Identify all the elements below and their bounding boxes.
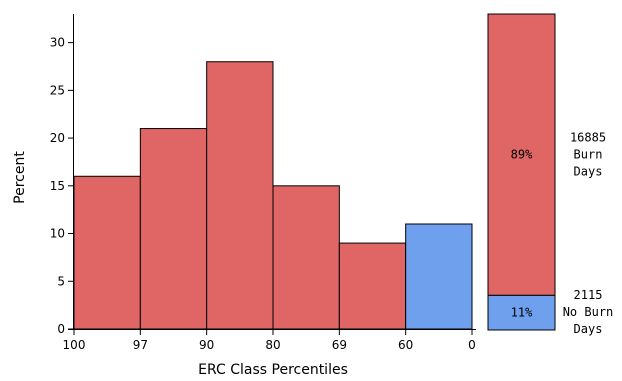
- x-tick-label-69: 69: [332, 338, 347, 352]
- y-tick-label-0: 0: [57, 322, 65, 336]
- y-axis-title: Percent: [12, 151, 28, 204]
- y-tick-label-25: 25: [50, 83, 65, 97]
- segment-percent-label-89: 89%: [511, 148, 533, 162]
- histogram-bar-97-90: [139, 128, 208, 330]
- segment-desc-11-0: No Burn: [563, 305, 614, 319]
- x-tick-label-60: 60: [398, 338, 413, 352]
- x-tick-label-0: 0: [468, 338, 476, 352]
- x-tick-label-100: 100: [63, 338, 86, 352]
- y-tick-label-20: 20: [50, 131, 65, 145]
- histogram-bar-80-69: [272, 185, 340, 330]
- y-tick-label-30: 30: [50, 36, 65, 50]
- segment-count-89: 16885: [570, 131, 606, 145]
- segment-desc-89-0: Burn: [574, 148, 603, 162]
- y-tick-label-10: 10: [50, 227, 65, 241]
- y-tick-label-5: 5: [57, 274, 65, 288]
- x-tick-label-80: 80: [265, 338, 280, 352]
- histogram-bar-90-80: [206, 61, 274, 330]
- segment-percent-label-11: 11%: [511, 306, 533, 320]
- stacked-segment-89-percent: [487, 13, 556, 296]
- segment-desc-89-1: Days: [574, 165, 603, 179]
- segment-count-11: 2115: [574, 288, 603, 302]
- x-axis-title: ERC Class Percentiles: [198, 362, 348, 378]
- segment-desc-11-1: Days: [574, 322, 603, 336]
- stacked-segment-11-percent: [487, 294, 556, 331]
- histogram-bar-60-0: [405, 223, 473, 330]
- y-tick-label-15: 15: [50, 179, 65, 193]
- x-tick-label-90: 90: [199, 338, 214, 352]
- histogram-bar-69-60: [338, 242, 407, 330]
- x-tick-label-97: 97: [133, 338, 148, 352]
- histogram-bar-100-97: [73, 175, 141, 330]
